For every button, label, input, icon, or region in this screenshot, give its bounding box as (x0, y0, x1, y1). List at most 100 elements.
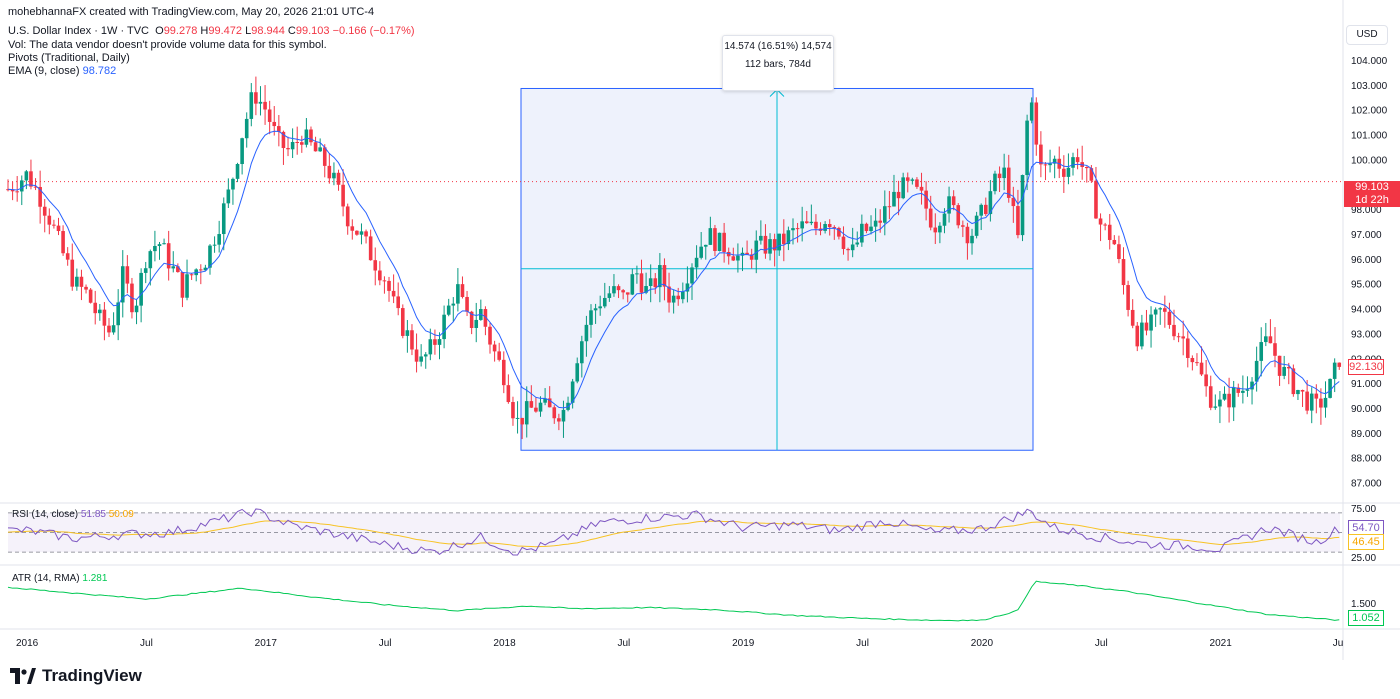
candle-body (1195, 362, 1199, 364)
candle-body (400, 308, 405, 336)
brand-name: TradingView (42, 666, 142, 685)
candle-body (547, 398, 552, 408)
candle-body (804, 221, 809, 224)
x-tick-label: 2021 (1210, 638, 1233, 649)
candle-body (299, 142, 304, 145)
candle-body (1029, 102, 1034, 121)
candle-body (662, 265, 667, 287)
ema-indicator[interactable]: EMA (9, close) 98.782 (8, 65, 116, 78)
volume-note[interactable]: Vol: The data vendor doesn't provide vol… (8, 39, 327, 51)
candle-body (1231, 387, 1236, 408)
candle-body (736, 255, 740, 261)
candle-body (1208, 386, 1213, 408)
y-tick-label: 89.000 (1351, 429, 1382, 440)
candle-body (341, 184, 345, 207)
atr-value: 1.281 (82, 573, 108, 584)
candle-body (1094, 180, 1098, 219)
x-tick-label: 2016 (16, 638, 39, 649)
candle-body (414, 349, 419, 362)
rsi-ma-line (7, 520, 1340, 548)
candle-body (10, 189, 15, 192)
candle-body (708, 228, 713, 245)
candle-body (671, 295, 676, 303)
candle-body (850, 244, 855, 251)
candle-body (905, 177, 910, 181)
candle-body (1163, 308, 1167, 312)
currency-button[interactable]: USD (1346, 25, 1388, 45)
candle-body (355, 230, 359, 235)
candle-body (823, 224, 827, 231)
candle-body (1011, 197, 1016, 207)
candle-body (589, 310, 593, 325)
candle-body (313, 142, 318, 152)
candle-body (974, 215, 979, 236)
candle-body (199, 269, 203, 271)
candle-body (584, 324, 589, 342)
y-tick-label: 102.000 (1351, 106, 1388, 117)
candle-body (538, 402, 543, 412)
candle-body (873, 220, 878, 227)
candle-body (1135, 325, 1140, 347)
candle-body (1121, 259, 1126, 286)
candle-body (1314, 393, 1319, 399)
candle-body (396, 296, 400, 309)
y-tick-label: 88.000 (1351, 454, 1382, 465)
low-value: 98.944 (251, 25, 285, 37)
candle-body (625, 292, 630, 295)
candle-body (1140, 322, 1144, 347)
candle-body (1328, 378, 1332, 398)
rsi-legend[interactable]: RSI (14, close) 51.85 50.09 (12, 509, 134, 520)
candle-body (1062, 168, 1066, 177)
candle-body (1098, 218, 1103, 225)
candle-body (235, 164, 240, 179)
candle-body (768, 239, 772, 254)
candle-body (1039, 144, 1043, 165)
candle-body (924, 190, 928, 209)
candle-body (1254, 360, 1259, 382)
candle-body (1273, 343, 1277, 356)
brand-logo[interactable]: TradingView (10, 666, 142, 686)
low-label: L (245, 25, 252, 37)
candle-body (405, 330, 410, 336)
candle-body (910, 179, 915, 181)
candle-body (456, 284, 460, 304)
measure-line2: 112 bars, 784d (745, 59, 811, 70)
candle-body (745, 252, 749, 255)
candle-body (928, 208, 933, 228)
y-tick-label: 103.000 (1351, 81, 1388, 92)
rsi-tick-label: 25.00 (1351, 553, 1376, 564)
candle-body (1181, 336, 1185, 339)
candle-body (557, 418, 561, 422)
candle-body (1043, 164, 1048, 166)
y-tick-label: 87.000 (1351, 479, 1382, 490)
candle-body (1309, 393, 1314, 411)
candle-body (690, 267, 694, 284)
atr-legend[interactable]: ATR (14, RMA) 1.281 (12, 573, 107, 584)
candle-body (226, 189, 231, 204)
candle-body (387, 280, 391, 291)
candle-body (1002, 167, 1006, 179)
candle-body (318, 147, 322, 152)
candle-body (148, 251, 153, 269)
candle-body (749, 254, 754, 260)
candle-body (1337, 362, 1342, 367)
candle-body (1112, 239, 1117, 245)
rsi-ma-value: 50.09 (108, 509, 134, 520)
candle-body (102, 309, 107, 326)
candle-body (754, 240, 759, 260)
symbol-title[interactable]: U.S. Dollar Index · 1W · TVC (8, 25, 149, 37)
candle-body (782, 233, 786, 245)
candle-body (1084, 166, 1089, 169)
candle-body (1296, 390, 1300, 395)
candle-body (1016, 206, 1020, 236)
candle-body (543, 398, 547, 403)
candle-body (979, 204, 984, 216)
candle-body (942, 213, 947, 226)
candle-body (534, 407, 538, 412)
candle-body (699, 246, 703, 258)
pivots-indicator[interactable]: Pivots (Traditional, Daily) (8, 52, 130, 64)
candle-body (841, 236, 846, 249)
candle-body (203, 267, 208, 271)
measure-line1: 14.574 (16.51%) 14,574 (724, 41, 832, 52)
